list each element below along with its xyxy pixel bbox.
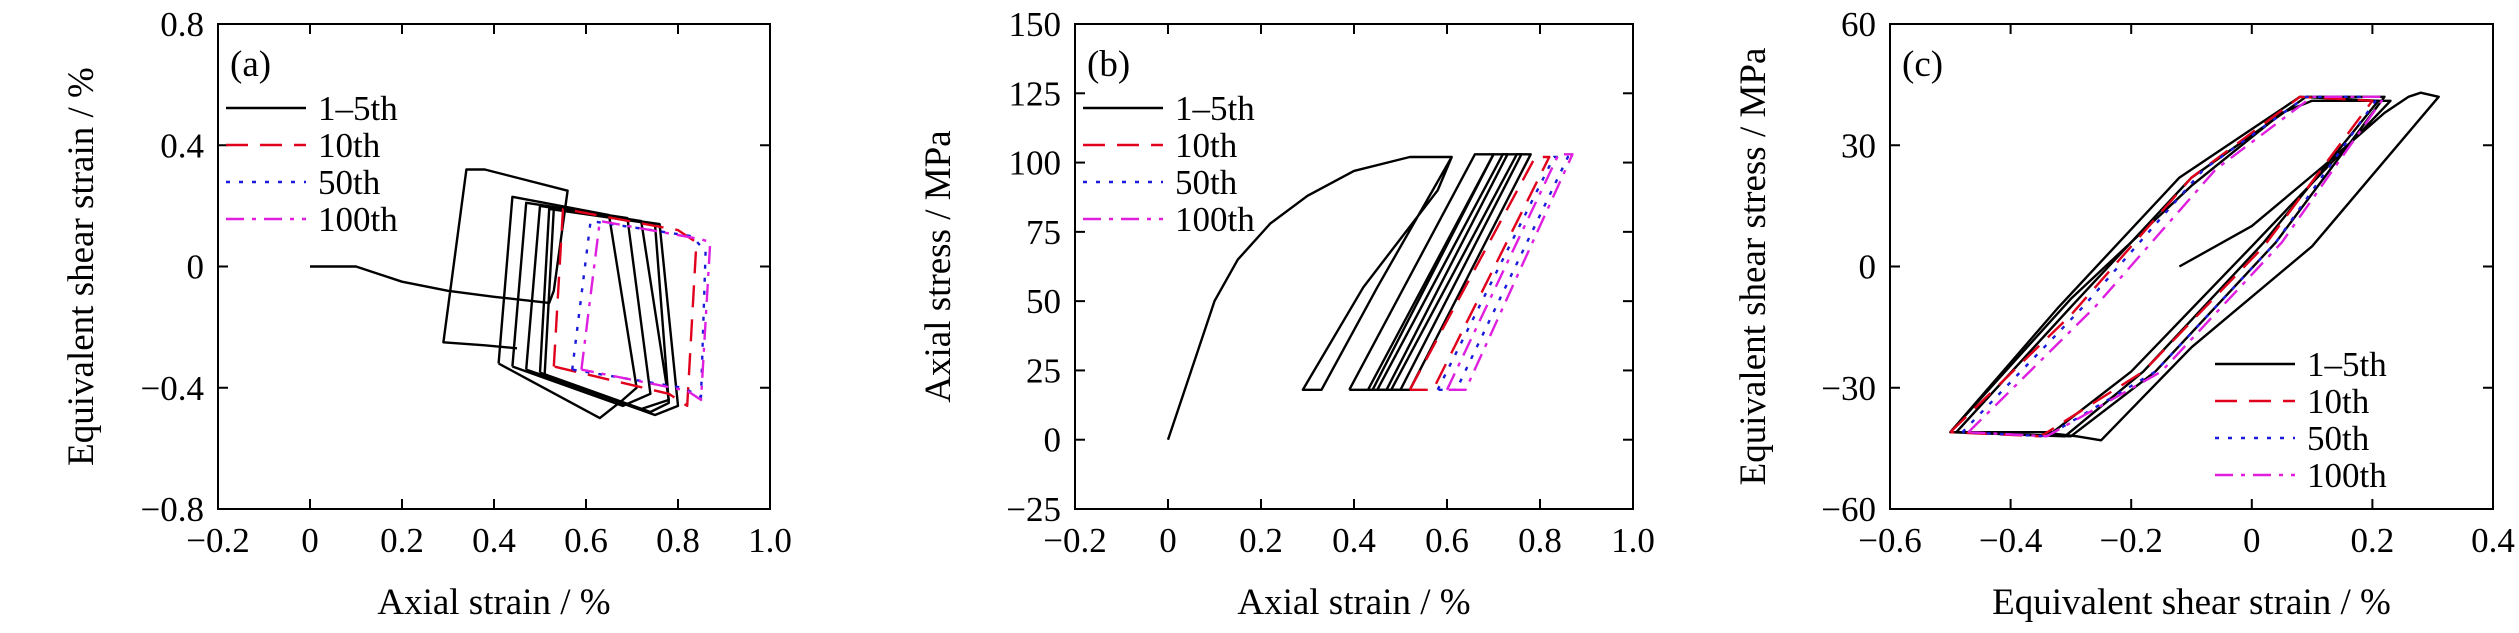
panel-b: −0.2 0 0.2 0.4 0.6 0.8 1.0 −25 0 25 50 75 100 125 150 A… xyxy=(918,5,1655,623)
plot-frame xyxy=(217,23,771,510)
x-tick-label: −0.2 xyxy=(186,521,250,560)
y-tick-label: −0.4 xyxy=(141,369,205,408)
y-tick-label: 125 xyxy=(1009,74,1062,113)
legend-label: 100th xyxy=(318,200,398,239)
legend-label: 10th xyxy=(318,126,381,165)
x-tick-label: −0.2 xyxy=(1043,521,1107,560)
y-tick-label: 50 xyxy=(1026,282,1061,321)
y-tick-label: 0 xyxy=(187,248,205,287)
x-axis-label: Equivalent shear strain / % xyxy=(1992,582,2391,623)
panel-label: (b) xyxy=(1087,44,1130,85)
series-line-15th xyxy=(497,195,638,420)
y-axis-label: Equivalent shear stress / MPa xyxy=(1733,48,1774,486)
x-tick-label: 0.4 xyxy=(472,521,516,560)
series-line-10th xyxy=(1408,155,1551,391)
y-tick-label: 30 xyxy=(1841,126,1876,165)
x-tick-label: 0.2 xyxy=(380,521,424,560)
series-line-10th xyxy=(552,207,698,408)
panel-c: −0.6 −0.4 −0.2 0 0.2 0.4 −60 −30 0 30 60 Equivalent… xyxy=(1733,5,2515,623)
x-tick-label: 0 xyxy=(301,521,319,560)
legend-label: 1–5th xyxy=(2307,345,2387,384)
y-tick-label: 25 xyxy=(1026,351,1061,390)
legend-label: 100th xyxy=(2307,456,2387,495)
series-line-15th xyxy=(1955,95,2386,438)
legend-label: 50th xyxy=(1175,163,1238,202)
plot-frame xyxy=(1074,23,1634,510)
panel-label: (a) xyxy=(230,44,271,85)
legend-label: 10th xyxy=(2307,382,2370,421)
panel-label: (c) xyxy=(1902,44,1943,85)
series-line-10th xyxy=(1949,95,2374,438)
x-tick-label: 1.0 xyxy=(1611,521,1655,560)
series-line-15th xyxy=(511,201,652,408)
series-line-15th xyxy=(1390,153,1532,391)
x-tick-label: 0.8 xyxy=(1518,521,1562,560)
x-tick-label: 0.8 xyxy=(656,521,700,560)
series-line-100th xyxy=(1967,95,2386,438)
x-tick-label: −0.2 xyxy=(2099,521,2163,560)
y-tick-label: 60 xyxy=(1841,5,1876,44)
y-tick-label: 75 xyxy=(1026,213,1061,252)
legend-label: 10th xyxy=(1175,126,1238,165)
x-axis-label: Axial strain / % xyxy=(1237,582,1470,623)
x-tick-label: −0.6 xyxy=(1858,521,1922,560)
x-tick-label: 0.4 xyxy=(1332,521,1376,560)
x-tick-label: 0.6 xyxy=(564,521,608,560)
y-tick-label: 0 xyxy=(1859,248,1877,287)
legend-label: 1–5th xyxy=(318,89,398,128)
x-axis-label: Axial strain / % xyxy=(377,582,610,623)
x-tick-label: 1.0 xyxy=(748,521,792,560)
legend-label: 100th xyxy=(1175,200,1255,239)
plot-frame xyxy=(1889,23,2494,510)
y-tick-label: 100 xyxy=(1009,144,1062,183)
series-line-15th xyxy=(543,207,680,417)
series-line-15th xyxy=(1949,95,2380,438)
x-tick-label: 0 xyxy=(2243,521,2261,560)
y-tick-label: 0.4 xyxy=(160,126,204,165)
x-tick-label: 0.6 xyxy=(1425,521,1469,560)
y-tick-label: −25 xyxy=(1006,490,1061,529)
x-tick-label: −0.4 xyxy=(1979,521,2043,560)
series-line-15th xyxy=(1166,155,1453,441)
series-line-15th xyxy=(1376,153,1523,391)
y-axis-label: Equivalent shear strain / % xyxy=(61,67,102,466)
series-line-15th xyxy=(538,207,670,414)
x-tick-label: 0.2 xyxy=(2351,521,2395,560)
y-tick-label: −30 xyxy=(1821,369,1876,408)
series-line-50th xyxy=(1436,155,1570,391)
series-line-15th xyxy=(310,168,569,350)
legend-label: 50th xyxy=(2307,419,2370,458)
series-line-15th xyxy=(1348,153,1495,391)
y-tick-label: −60 xyxy=(1821,490,1876,529)
y-tick-label: 150 xyxy=(1009,5,1062,44)
series-line-100th xyxy=(1445,153,1574,391)
y-tick-label: −0.8 xyxy=(141,490,205,529)
panel-a: −0.2 0 0.2 0.4 0.6 0.8 1.0 −0.8 −0.4 0 0.4 0.8 Axial… xyxy=(61,5,792,623)
x-tick-label: 0 xyxy=(1159,521,1177,560)
legend-label: 50th xyxy=(318,163,381,202)
x-tick-label: 0.4 xyxy=(2471,521,2515,560)
y-axis-label: Axial stress / MPa xyxy=(918,130,959,402)
y-tick-label: 0 xyxy=(1044,421,1062,460)
series-line-50th xyxy=(1961,95,2380,438)
x-tick-label: 0.2 xyxy=(1239,521,1283,560)
y-tick-label: 0.8 xyxy=(160,5,204,44)
legend-label: 1–5th xyxy=(1175,89,1255,128)
